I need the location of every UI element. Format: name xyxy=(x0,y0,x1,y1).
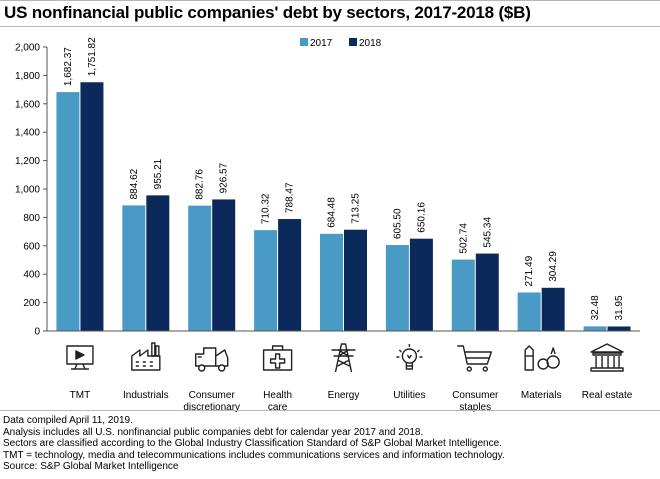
bar-2018 xyxy=(607,326,631,331)
category-label: Consumer xyxy=(452,390,499,401)
factory-icon xyxy=(131,342,161,371)
data-label: 884.62 xyxy=(129,168,140,199)
footnote-line: Sectors are classified according to the … xyxy=(3,438,502,450)
power-pylon-icon xyxy=(331,343,356,373)
bar-2018 xyxy=(212,199,236,331)
bar-2017 xyxy=(320,233,343,331)
data-label: 31.95 xyxy=(614,295,625,320)
y-tick-label: 800 xyxy=(23,213,40,224)
bar-2018 xyxy=(80,82,104,331)
raw-materials-icon xyxy=(524,345,560,371)
bar-2018 xyxy=(278,219,302,331)
category-label: staples xyxy=(459,402,491,412)
data-label: 713.25 xyxy=(351,193,362,224)
category-label: Industrials xyxy=(123,390,169,401)
data-label: 502.74 xyxy=(458,223,469,254)
computer-monitor-icon xyxy=(66,345,94,370)
y-tick-label: 600 xyxy=(23,241,40,252)
data-label: 304.29 xyxy=(548,251,559,282)
bar-2017 xyxy=(451,259,475,331)
y-tick-label: 400 xyxy=(23,270,40,281)
footnote-line: TMT = technology, media and telecommunic… xyxy=(3,449,505,461)
data-label: 684.48 xyxy=(327,197,338,228)
footnote-line: Source: S&P Global Market Intelligence xyxy=(3,461,179,473)
category-label: care xyxy=(268,402,288,412)
data-label: 32.48 xyxy=(590,295,601,320)
data-label: 605.50 xyxy=(392,208,403,239)
bar-2017 xyxy=(56,92,80,332)
legend-label: 2018 xyxy=(359,38,382,49)
category-label: Consumer xyxy=(189,390,236,401)
data-label: 1,751.82 xyxy=(87,37,98,76)
bar-2017 xyxy=(254,230,278,331)
data-label: 882.76 xyxy=(195,169,206,200)
legend-label: 2017 xyxy=(310,38,333,49)
first-aid-kit-icon xyxy=(262,345,293,371)
data-label: 926.57 xyxy=(219,162,230,193)
bar-2018 xyxy=(475,253,499,331)
y-tick-label: 1,000 xyxy=(15,185,40,196)
bar-2017 xyxy=(385,245,409,331)
truck-icon xyxy=(195,347,229,372)
bar-2017 xyxy=(188,205,212,331)
data-label: 955.21 xyxy=(153,158,164,189)
data-label: 545.34 xyxy=(482,217,493,248)
category-label: discretionary xyxy=(183,402,240,412)
footnote-rule xyxy=(0,410,660,411)
category-label: Materials xyxy=(521,390,562,401)
y-tick-label: 200 xyxy=(23,298,40,309)
data-label: 271.49 xyxy=(524,255,535,286)
data-label: 1,682.37 xyxy=(63,47,74,86)
shopping-cart-icon xyxy=(457,345,492,372)
category-label: Energy xyxy=(328,390,360,401)
bar-2018 xyxy=(146,195,170,331)
bar-2017 xyxy=(122,205,146,331)
footnote-line: Data compiled April 11, 2019. xyxy=(3,415,133,426)
chart-title: US nonfinancial public companies' debt b… xyxy=(4,3,531,22)
y-tick-label: 1,800 xyxy=(15,71,40,82)
title-rule xyxy=(0,26,660,27)
top-rule xyxy=(0,0,660,1)
footnotes: Data compiled April 11, 2019. Analysis i… xyxy=(3,415,505,473)
legend-swatch xyxy=(349,38,357,46)
category-label: TMT xyxy=(70,390,91,401)
legend-swatch xyxy=(300,38,308,46)
bar-2017 xyxy=(517,292,541,331)
data-label: 788.47 xyxy=(285,182,296,213)
bank-building-icon xyxy=(590,343,624,372)
bar-2017 xyxy=(583,326,607,331)
y-tick-label: 1,200 xyxy=(15,156,40,167)
category-label: Health xyxy=(263,390,292,401)
footnote-line: Analysis includes all U.S. nonfinancial … xyxy=(3,426,424,438)
light-bulb-icon xyxy=(396,344,423,370)
bar-chart: 0 200 400 600 800 1,000 1,200 1,400 1,600 1,800 2,… xyxy=(15,37,640,412)
bar-2018 xyxy=(344,229,367,331)
y-tick-label: 0 xyxy=(34,327,40,338)
data-label: 710.32 xyxy=(261,193,272,224)
y-tick-label: 1,600 xyxy=(15,99,40,110)
data-label: 650.16 xyxy=(416,202,427,233)
bar-2018 xyxy=(541,287,565,331)
y-tick-label: 1,400 xyxy=(15,128,40,139)
category-label: Utilities xyxy=(393,390,425,401)
y-tick-label: 2,000 xyxy=(15,43,40,54)
bar-2018 xyxy=(409,238,433,331)
category-label: Real estate xyxy=(582,390,633,401)
